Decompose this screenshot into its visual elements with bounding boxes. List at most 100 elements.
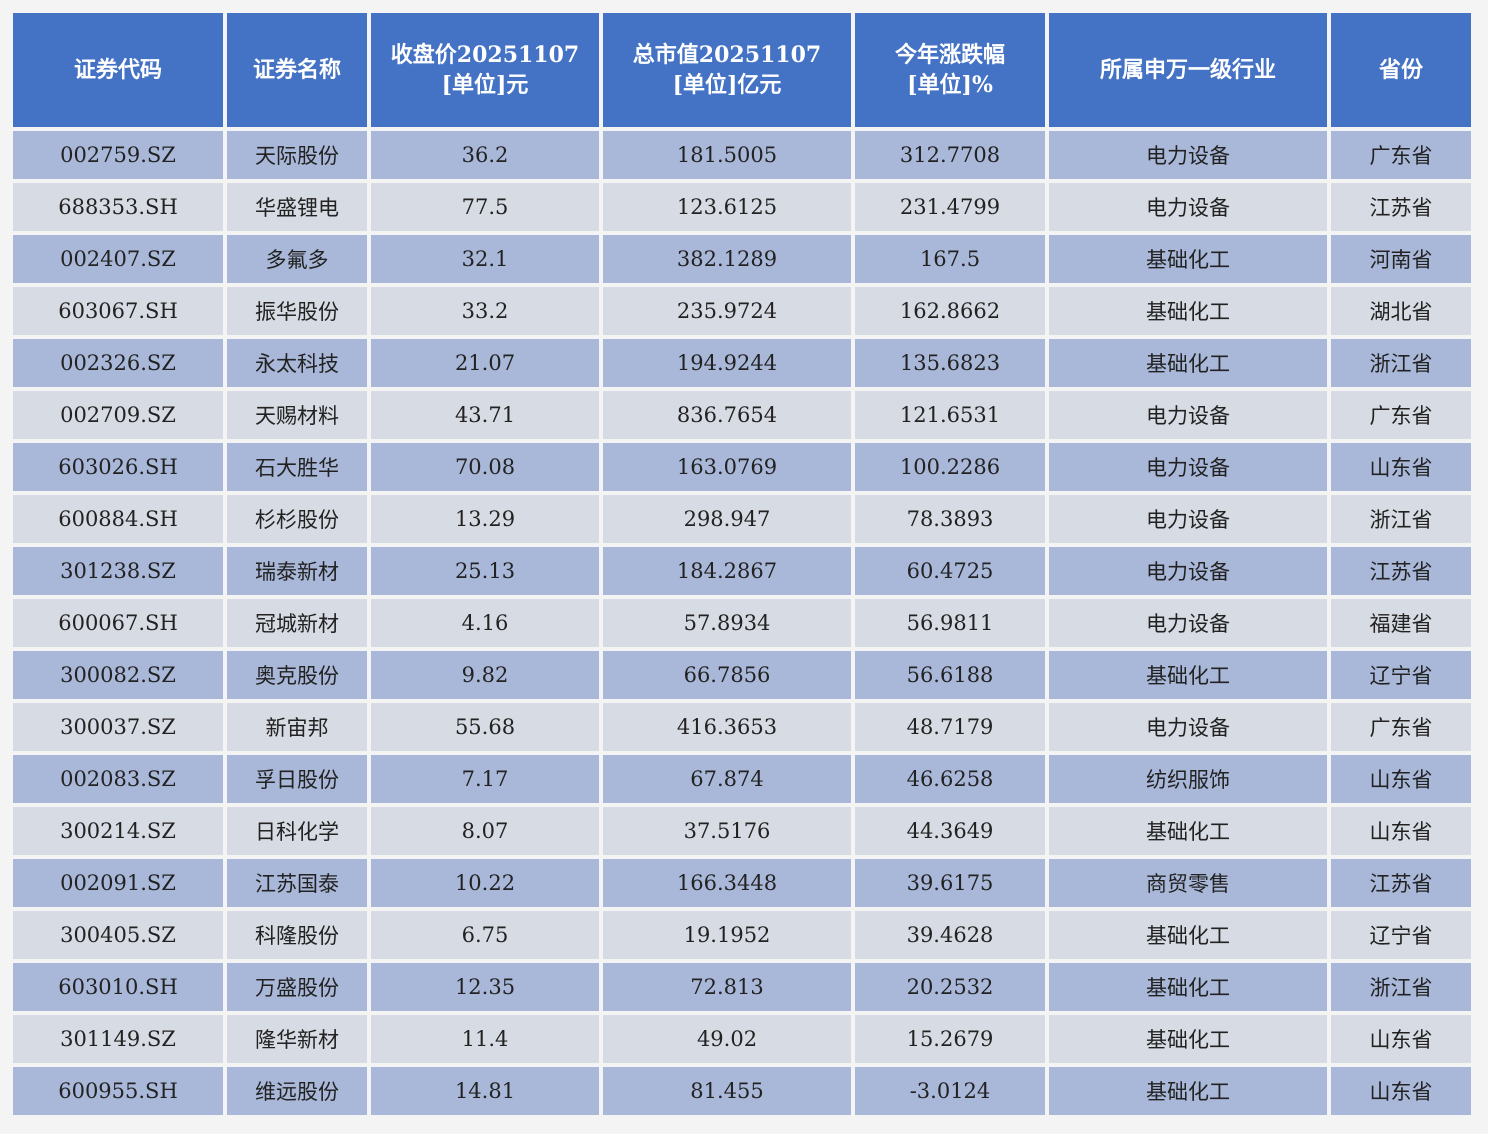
- cell-ytd-change: 167.5: [855, 235, 1045, 283]
- cell-close-price: 70.08: [371, 443, 599, 491]
- cell-close-price: 32.1: [371, 235, 599, 283]
- cell-code: 002759.SZ: [13, 131, 223, 179]
- cell-market-cap: 57.8934: [603, 599, 851, 647]
- cell-code: 300082.SZ: [13, 651, 223, 699]
- cell-name: 新宙邦: [227, 703, 367, 751]
- header-row: 证券代码 证券名称 收盘价20251107 [单位]元 总市值20251107 …: [13, 13, 1471, 127]
- cell-industry: 商贸零售: [1049, 859, 1327, 907]
- header-close-price-unit: [单位]元: [441, 72, 529, 98]
- cell-close-price: 9.82: [371, 651, 599, 699]
- cell-province: 辽宁省: [1331, 651, 1471, 699]
- table-row: 002083.SZ 孚日股份 7.17 67.874 46.6258 纺织服饰 山东省: [13, 755, 1471, 803]
- cell-code: 603067.SH: [13, 287, 223, 335]
- cell-ytd-change: -3.0124: [855, 1067, 1045, 1115]
- cell-market-cap: 836.7654: [603, 391, 851, 439]
- cell-name: 孚日股份: [227, 755, 367, 803]
- cell-code: 600067.SH: [13, 599, 223, 647]
- cell-ytd-change: 312.7708: [855, 131, 1045, 179]
- table-row: 002326.SZ 永太科技 21.07 194.9244 135.6823 基础化工 浙江…: [13, 339, 1471, 387]
- cell-province: 浙江省: [1331, 339, 1471, 387]
- cell-ytd-change: 44.3649: [855, 807, 1045, 855]
- cell-name: 江苏国泰: [227, 859, 367, 907]
- cell-province: 广东省: [1331, 131, 1471, 179]
- cell-code: 600884.SH: [13, 495, 223, 543]
- table-row: 603026.SH 石大胜华 70.08 163.0769 100.2286 电力设备 山东…: [13, 443, 1471, 491]
- cell-close-price: 6.75: [371, 911, 599, 959]
- cell-industry: 纺织服饰: [1049, 755, 1327, 803]
- cell-close-price: 36.2: [371, 131, 599, 179]
- cell-close-price: 4.16: [371, 599, 599, 647]
- header-industry: 所属申万一级行业: [1049, 13, 1327, 127]
- cell-ytd-change: 121.6531: [855, 391, 1045, 439]
- cell-close-price: 13.29: [371, 495, 599, 543]
- cell-close-price: 10.22: [371, 859, 599, 907]
- table-row: 603067.SH 振华股份 33.2 235.9724 162.8662 基础化工 湖北省: [13, 287, 1471, 335]
- cell-market-cap: 72.813: [603, 963, 851, 1011]
- cell-market-cap: 123.6125: [603, 183, 851, 231]
- cell-province: 江苏省: [1331, 859, 1471, 907]
- table-row: 688353.SH 华盛锂电 77.5 123.6125 231.4799 电力设备 江苏省: [13, 183, 1471, 231]
- cell-ytd-change: 56.9811: [855, 599, 1045, 647]
- cell-market-cap: 416.3653: [603, 703, 851, 751]
- cell-name: 天际股份: [227, 131, 367, 179]
- table-row: 600884.SH 杉杉股份 13.29 298.947 78.3893 电力设备 浙江省: [13, 495, 1471, 543]
- table-row: 603010.SH 万盛股份 12.35 72.813 20.2532 基础化工 浙江省: [13, 963, 1471, 1011]
- cell-code: 002326.SZ: [13, 339, 223, 387]
- cell-name: 振华股份: [227, 287, 367, 335]
- cell-code: 301149.SZ: [13, 1015, 223, 1063]
- header-name: 证券名称: [227, 13, 367, 127]
- cell-code: 603026.SH: [13, 443, 223, 491]
- cell-market-cap: 166.3448: [603, 859, 851, 907]
- cell-market-cap: 81.455: [603, 1067, 851, 1115]
- header-ytd-change: 今年涨跌幅 [单位]%: [855, 13, 1045, 127]
- cell-code: 002083.SZ: [13, 755, 223, 803]
- cell-name: 石大胜华: [227, 443, 367, 491]
- header-market-cap-unit: [单位]亿元: [672, 72, 782, 98]
- table-body: 002759.SZ 天际股份 36.2 181.5005 312.7708 电力设备 广东省…: [13, 131, 1471, 1115]
- cell-name: 多氟多: [227, 235, 367, 283]
- cell-market-cap: 66.7856: [603, 651, 851, 699]
- cell-industry: 电力设备: [1049, 547, 1327, 595]
- header-province: 省份: [1331, 13, 1471, 127]
- table-row: 002759.SZ 天际股份 36.2 181.5005 312.7708 电力设备 广东省: [13, 131, 1471, 179]
- cell-name: 永太科技: [227, 339, 367, 387]
- cell-province: 湖北省: [1331, 287, 1471, 335]
- cell-province: 江苏省: [1331, 547, 1471, 595]
- stock-table: 证券代码 证券名称 收盘价20251107 [单位]元 总市值20251107 …: [9, 9, 1475, 1119]
- header-close-price: 收盘价20251107 [单位]元: [371, 13, 599, 127]
- cell-close-price: 7.17: [371, 755, 599, 803]
- cell-code: 300037.SZ: [13, 703, 223, 751]
- cell-code: 600955.SH: [13, 1067, 223, 1115]
- stock-table-container: 证券代码 证券名称 收盘价20251107 [单位]元 总市值20251107 …: [13, 13, 1475, 1115]
- header-province-label: 省份: [1378, 57, 1423, 83]
- cell-province: 山东省: [1331, 755, 1471, 803]
- header-name-label: 证券名称: [252, 57, 341, 83]
- table-row: 600955.SH 维远股份 14.81 81.455 -3.0124 基础化工 山东省: [13, 1067, 1471, 1115]
- cell-province: 山东省: [1331, 1067, 1471, 1115]
- cell-code: 002091.SZ: [13, 859, 223, 907]
- cell-close-price: 33.2: [371, 287, 599, 335]
- cell-name: 科隆股份: [227, 911, 367, 959]
- table-row: 301238.SZ 瑞泰新材 25.13 184.2867 60.4725 电力设备 江苏省: [13, 547, 1471, 595]
- cell-close-price: 43.71: [371, 391, 599, 439]
- cell-code: 300214.SZ: [13, 807, 223, 855]
- cell-name: 华盛锂电: [227, 183, 367, 231]
- cell-ytd-change: 48.7179: [855, 703, 1045, 751]
- cell-industry: 电力设备: [1049, 391, 1327, 439]
- cell-ytd-change: 56.6188: [855, 651, 1045, 699]
- cell-ytd-change: 46.6258: [855, 755, 1045, 803]
- cell-name: 维远股份: [227, 1067, 367, 1115]
- header-code-label: 证券代码: [73, 57, 162, 83]
- cell-market-cap: 67.874: [603, 755, 851, 803]
- cell-code: 301238.SZ: [13, 547, 223, 595]
- cell-close-price: 77.5: [371, 183, 599, 231]
- cell-ytd-change: 20.2532: [855, 963, 1045, 1011]
- cell-ytd-change: 135.6823: [855, 339, 1045, 387]
- cell-province: 广东省: [1331, 391, 1471, 439]
- cell-market-cap: 382.1289: [603, 235, 851, 283]
- cell-industry: 电力设备: [1049, 131, 1327, 179]
- cell-industry: 基础化工: [1049, 963, 1327, 1011]
- table-row: 300214.SZ 日科化学 8.07 37.5176 44.3649 基础化工 山东省: [13, 807, 1471, 855]
- cell-name: 万盛股份: [227, 963, 367, 1011]
- cell-province: 山东省: [1331, 807, 1471, 855]
